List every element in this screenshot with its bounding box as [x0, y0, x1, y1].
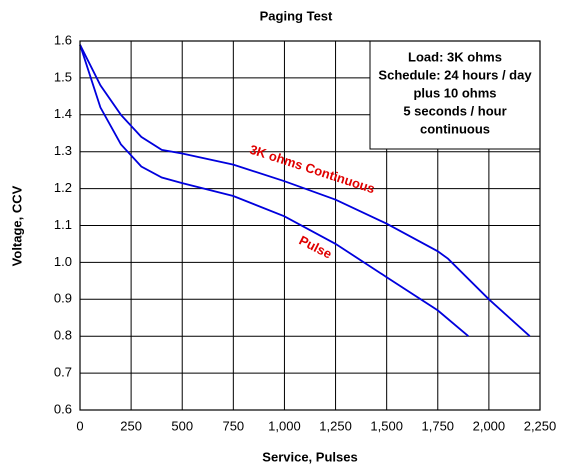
- y-tick-label: 1.1: [54, 217, 72, 232]
- y-tick-label: 1.2: [54, 180, 72, 195]
- annotation-text: continuous: [420, 121, 490, 136]
- plot-frame: [79, 40, 541, 411]
- x-tick-label: 2,250: [524, 418, 557, 433]
- x-tick-label: 2,000: [473, 418, 506, 433]
- y-tick-label: 1.0: [54, 254, 72, 269]
- y-tick-label: 1.4: [54, 106, 72, 121]
- x-tick-label: 500: [171, 418, 193, 433]
- annotation-text: 5 seconds / hour: [403, 103, 506, 118]
- chart-title: Paging Test: [260, 8, 333, 23]
- x-tick-label: 1,250: [319, 418, 352, 433]
- y-tick-label: 1.3: [54, 143, 72, 158]
- line: [79, 44, 531, 337]
- x-tick-label: 750: [222, 418, 244, 433]
- x-tick-label: 1,500: [370, 418, 403, 433]
- x-tick-label: 1,000: [268, 418, 301, 433]
- y-tick-label: 0.7: [54, 365, 72, 380]
- x-tick-label: 1,750: [422, 418, 455, 433]
- annotation-text: plus 10 ohms: [413, 85, 496, 100]
- y-axis-label: Voltage, CCV: [9, 185, 24, 266]
- series-label: Pulse: [297, 232, 335, 261]
- y-tick-label: 1.6: [54, 32, 72, 47]
- x-tick-label: 250: [120, 418, 142, 433]
- x-tick-label: 0: [76, 418, 83, 433]
- y-tick-label: 1.5: [54, 69, 72, 84]
- annotation-text: Schedule: 24 hours / day: [378, 67, 532, 82]
- y-tick-label: 0.9: [54, 291, 72, 306]
- annotation-text: Load: 3K ohms: [408, 49, 502, 64]
- y-tick-label: 0.8: [54, 328, 72, 343]
- x-axis-label: Service, Pulses: [262, 449, 357, 464]
- y-tick-label: 0.6: [54, 401, 72, 416]
- line: [79, 44, 469, 337]
